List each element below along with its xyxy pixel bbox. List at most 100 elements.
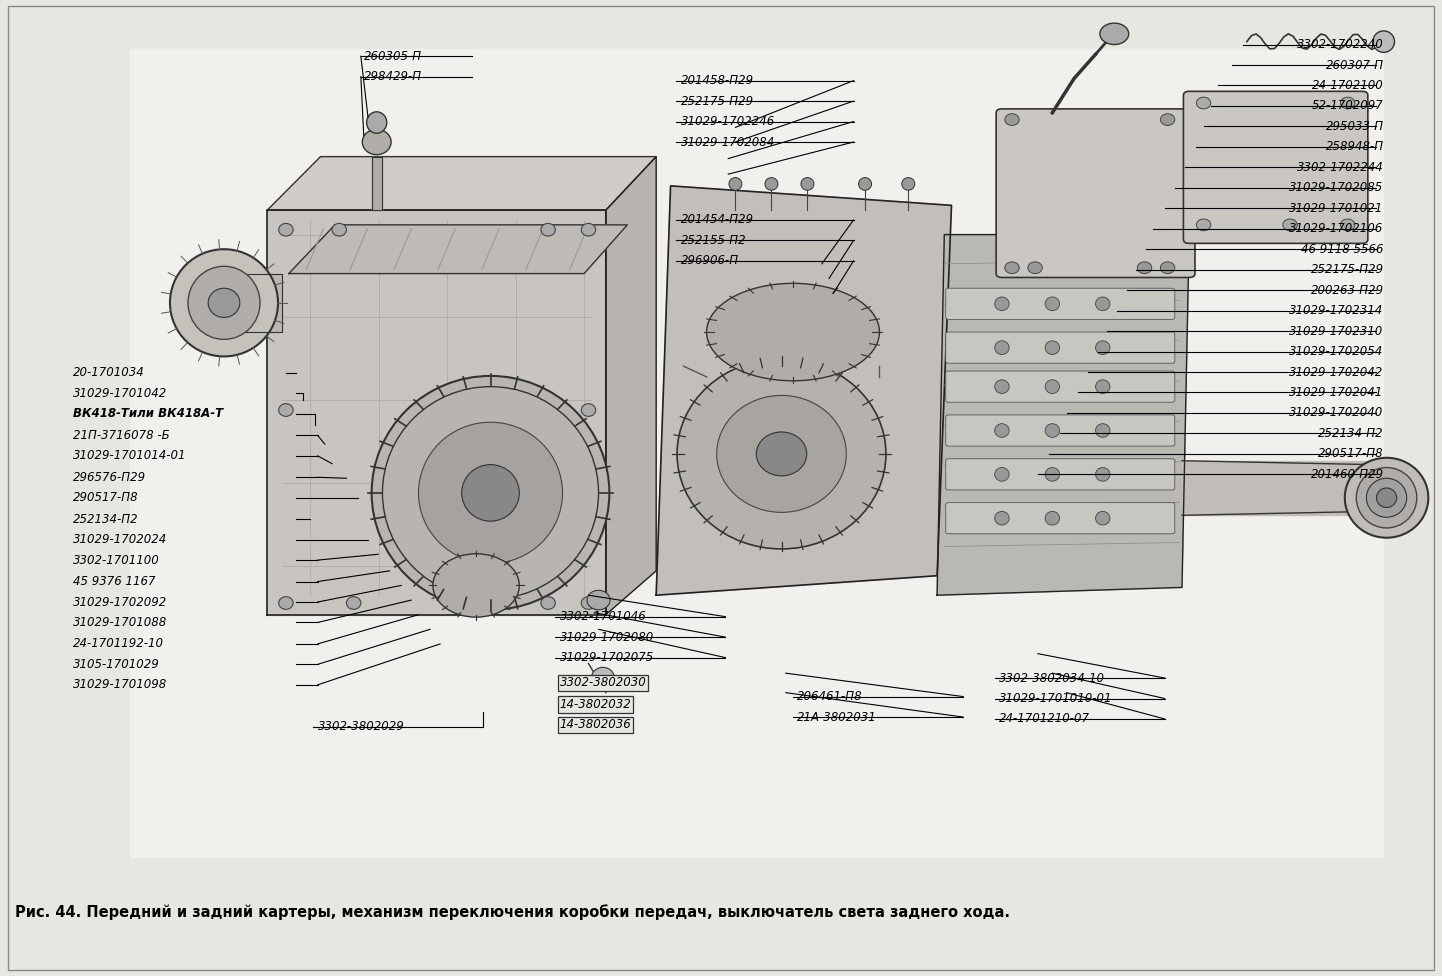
Ellipse shape xyxy=(581,596,596,609)
Text: 31029-1702314: 31029-1702314 xyxy=(1289,305,1384,317)
Text: 31029-1702041: 31029-1702041 xyxy=(1289,386,1384,399)
Ellipse shape xyxy=(433,553,519,617)
Ellipse shape xyxy=(461,465,519,521)
Ellipse shape xyxy=(995,468,1009,481)
Text: 45 9376 1167: 45 9376 1167 xyxy=(72,575,156,589)
Text: 296576-П29: 296576-П29 xyxy=(72,470,146,484)
Ellipse shape xyxy=(995,341,1009,354)
Text: 31029-1702084: 31029-1702084 xyxy=(681,136,774,148)
Ellipse shape xyxy=(1045,341,1060,354)
Text: 260305-П: 260305-П xyxy=(363,50,423,62)
Text: 3302-3802034-10: 3302-3802034-10 xyxy=(999,671,1105,684)
Text: Рис. 44. Передний и задний картеры, механизм переключения коробки передач, выклю: Рис. 44. Передний и задний картеры, меха… xyxy=(14,904,1009,919)
Ellipse shape xyxy=(208,288,239,317)
Ellipse shape xyxy=(187,266,260,340)
Text: 252155-П2: 252155-П2 xyxy=(681,234,747,247)
Ellipse shape xyxy=(1197,219,1211,230)
Text: 258948-П: 258948-П xyxy=(1325,141,1384,153)
Ellipse shape xyxy=(278,224,293,236)
Polygon shape xyxy=(937,234,1190,595)
Text: 252175-П29: 252175-П29 xyxy=(1311,264,1384,276)
Polygon shape xyxy=(267,156,656,210)
Text: 201454-П29: 201454-П29 xyxy=(681,214,754,226)
Text: 14-3802036: 14-3802036 xyxy=(559,718,632,731)
Text: 31029-1702080: 31029-1702080 xyxy=(559,630,653,643)
Text: ВК418-Тили ВК418А-Т: ВК418-Тили ВК418А-Т xyxy=(72,407,224,421)
Text: 201460-П29: 201460-П29 xyxy=(1311,468,1384,481)
Ellipse shape xyxy=(581,404,596,417)
Ellipse shape xyxy=(678,359,885,549)
FancyBboxPatch shape xyxy=(996,109,1195,277)
Ellipse shape xyxy=(800,178,813,190)
Polygon shape xyxy=(606,156,656,615)
Ellipse shape xyxy=(418,423,562,563)
Text: 298429-П: 298429-П xyxy=(363,70,423,83)
Text: 24-1701210-07: 24-1701210-07 xyxy=(999,712,1090,725)
Text: 21П-3716078 -Б: 21П-3716078 -Б xyxy=(72,428,169,442)
Text: 31029-1701014-01: 31029-1701014-01 xyxy=(72,449,186,463)
Text: 3302-1702240: 3302-1702240 xyxy=(1296,38,1384,51)
Text: 31029-1701088: 31029-1701088 xyxy=(72,616,167,629)
Ellipse shape xyxy=(1100,23,1129,45)
Text: 31029-1702106: 31029-1702106 xyxy=(1289,223,1384,235)
Ellipse shape xyxy=(332,224,346,236)
Text: 24-1702100: 24-1702100 xyxy=(1312,79,1384,92)
Ellipse shape xyxy=(1161,114,1175,126)
FancyBboxPatch shape xyxy=(1184,92,1368,243)
FancyBboxPatch shape xyxy=(946,332,1175,363)
Ellipse shape xyxy=(1045,424,1060,437)
Ellipse shape xyxy=(1096,468,1110,481)
Text: 52-1702097: 52-1702097 xyxy=(1312,100,1384,112)
FancyBboxPatch shape xyxy=(946,415,1175,446)
Ellipse shape xyxy=(1045,511,1060,525)
Ellipse shape xyxy=(1096,424,1110,437)
Text: 3302-3802029: 3302-3802029 xyxy=(317,720,404,733)
Ellipse shape xyxy=(1096,511,1110,525)
Ellipse shape xyxy=(858,178,871,190)
Text: 31029-1702040: 31029-1702040 xyxy=(1289,406,1384,420)
Ellipse shape xyxy=(372,376,610,610)
Text: 3302-1702244: 3302-1702244 xyxy=(1296,161,1384,174)
FancyBboxPatch shape xyxy=(946,371,1175,402)
Ellipse shape xyxy=(995,424,1009,437)
Ellipse shape xyxy=(1373,31,1394,53)
Polygon shape xyxy=(288,224,627,273)
Ellipse shape xyxy=(346,596,360,609)
Ellipse shape xyxy=(366,112,386,134)
Ellipse shape xyxy=(1045,468,1060,481)
Text: 3105-1701029: 3105-1701029 xyxy=(72,658,160,671)
Text: 31029-1702054: 31029-1702054 xyxy=(1289,346,1384,358)
Ellipse shape xyxy=(995,511,1009,525)
Text: 31029-1702092: 31029-1702092 xyxy=(72,595,167,608)
Ellipse shape xyxy=(1096,380,1110,393)
Text: 14-3802032: 14-3802032 xyxy=(559,698,632,711)
Ellipse shape xyxy=(1357,468,1417,528)
Ellipse shape xyxy=(1096,341,1110,354)
Ellipse shape xyxy=(717,395,846,512)
Text: 252175-П29: 252175-П29 xyxy=(681,95,754,107)
FancyBboxPatch shape xyxy=(946,459,1175,490)
Ellipse shape xyxy=(1197,98,1211,109)
Ellipse shape xyxy=(1138,262,1152,273)
Text: 3302-3802030: 3302-3802030 xyxy=(559,676,646,689)
Ellipse shape xyxy=(1045,297,1060,310)
Ellipse shape xyxy=(1005,114,1019,126)
Text: 24-1701192-10: 24-1701192-10 xyxy=(72,637,164,650)
Ellipse shape xyxy=(1377,488,1397,508)
Text: 295033-П: 295033-П xyxy=(1325,120,1384,133)
Text: 31029-1702085: 31029-1702085 xyxy=(1289,182,1384,194)
Ellipse shape xyxy=(756,432,806,476)
Text: 46 9118 5566: 46 9118 5566 xyxy=(1301,243,1384,256)
Text: 31029-1701042: 31029-1701042 xyxy=(72,386,167,400)
Text: 31029-1701010-01: 31029-1701010-01 xyxy=(999,692,1113,705)
Ellipse shape xyxy=(1028,262,1043,273)
Ellipse shape xyxy=(278,404,293,417)
Ellipse shape xyxy=(901,178,914,190)
FancyBboxPatch shape xyxy=(946,503,1175,534)
Ellipse shape xyxy=(581,224,596,236)
Text: 31029-1701021: 31029-1701021 xyxy=(1289,202,1384,215)
Polygon shape xyxy=(372,156,382,210)
FancyBboxPatch shape xyxy=(946,288,1175,319)
Text: 200263-П29: 200263-П29 xyxy=(1311,284,1384,297)
Ellipse shape xyxy=(1283,219,1298,230)
